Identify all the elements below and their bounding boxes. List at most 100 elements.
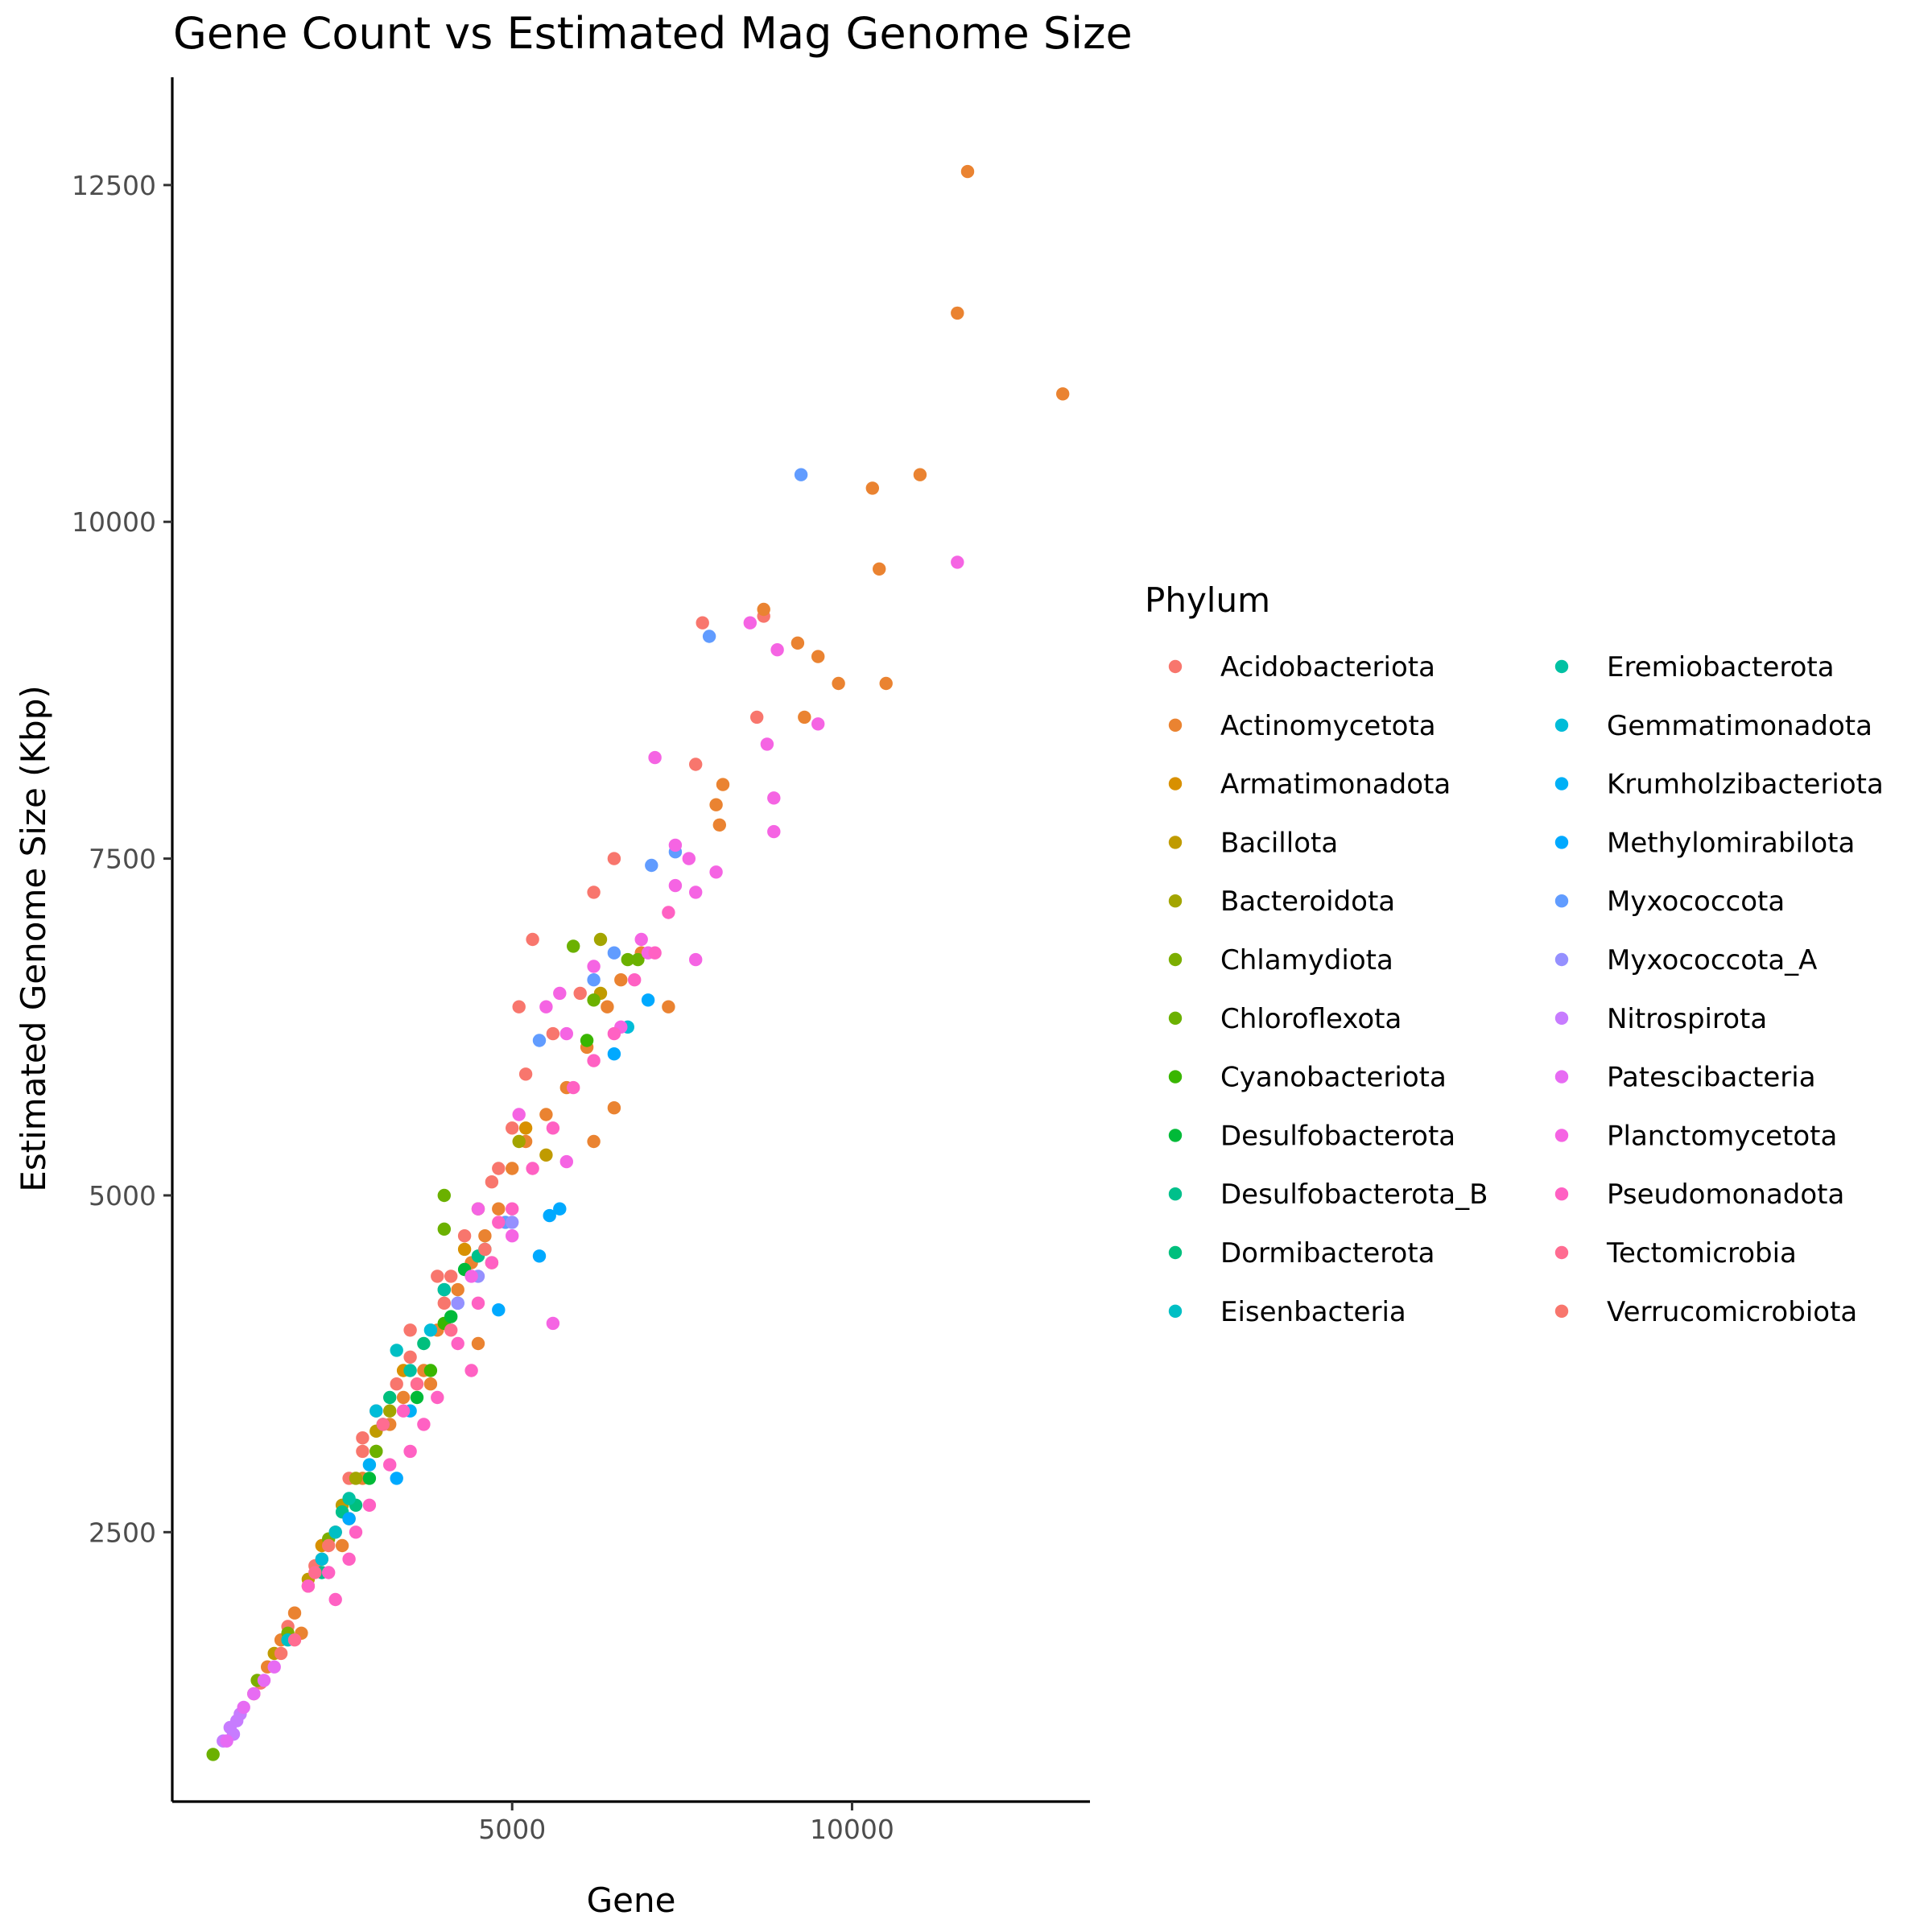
point-chloroflexota-5 [631,952,645,967]
legend-key-chloroflexota [1168,1011,1183,1026]
point-acidobacteriota-14 [607,852,621,865]
point-pseudomonadota-0 [301,1579,316,1593]
legend-label-nitrospirota: Nitrospirota [1607,1003,1767,1035]
point-planctomycetota-19 [546,1316,560,1331]
legend: Phylum Acidobacteriota Actinomycetota Arma… [1145,580,1884,1328]
point-myxococcota-5 [532,1034,547,1047]
legend-label-chlamydiota: Chlamydiota [1220,944,1393,976]
point-cyanobacteriota-2 [580,1034,594,1047]
legend-label-chloroflexota: Chloroflexota [1220,1003,1402,1035]
legend-title: Phylum [1145,580,1270,620]
point-planctomycetota-1 [770,643,784,657]
legend-key-verrucomicrobiota [1554,1304,1569,1319]
legend-key-eremiobacterota [1554,659,1569,674]
point-planctomycetota-25 [506,1229,519,1243]
point-pseudomonadota-6 [403,1444,417,1459]
point-acidobacteriota-13 [526,932,539,947]
point-planctomycetota-4 [760,737,774,751]
chart-title: Gene Count vs Estimated Mag Genome Size [173,8,1133,59]
point-planctomycetota-5 [648,750,662,765]
point-methylomirabilota-5 [607,1047,621,1061]
point-actinomycetota-21 [539,1108,553,1121]
point-pseudomonadota-9 [471,1296,485,1311]
point-planctomycetota-15 [587,960,601,973]
point-chloroflexota-7 [369,1444,383,1459]
point-planctomycetota-2 [743,616,757,630]
point-krumholzibacteriota-1 [362,1458,377,1472]
point-acidobacteriota-24 [437,1296,451,1311]
points-layer [206,164,1070,1761]
point-acidobacteriota-22 [356,1431,369,1445]
point-verrucomicrobiota-0 [403,1323,417,1337]
point-patescibacteria-3 [220,1734,233,1748]
point-planctomycetota-16 [553,986,567,1001]
point-pseudomonadota-3 [328,1592,342,1607]
point-methylomirabilota-1 [543,1208,556,1223]
point-armatimonadota-3 [518,1121,533,1135]
point-chloroflexota-6 [437,1222,451,1236]
point-acidobacteriota-15 [587,886,601,899]
legend-key-gemmatimonadota [1554,718,1569,732]
point-myxococcota-a-1 [451,1296,464,1311]
point-pseudomonadota-20 [464,1364,478,1377]
point-verrucomicrobiota-2 [356,1444,369,1459]
point-methylomirabilota-4 [641,993,655,1007]
legend-key-eisenbacteria [1168,1304,1183,1319]
point-acidobacteriota-5 [403,1350,417,1364]
legend-label-methylomirabilota: Methylomirabilota [1607,827,1855,859]
point-myxococcota-4 [587,973,601,987]
point-pseudomonadota-5 [383,1458,397,1472]
point-planctomycetota-8 [709,865,723,879]
point-verrucomicrobiota-3 [322,1538,336,1553]
point-acidobacteriota-7 [457,1229,472,1243]
point-cyanobacteriota-1 [423,1364,438,1377]
point-actinomycetota-17 [614,973,628,987]
point-bacteroidota-3 [593,932,608,947]
point-myxococcota-a-2 [506,1216,519,1229]
legend-key-planctomycetota [1554,1129,1569,1142]
point-pseudomonadota-1 [322,1566,336,1579]
legend-label-eisenbacteria: Eisenbacteria [1220,1296,1406,1328]
point-actinomycetota-30 [396,1390,411,1405]
legend-key-myxococcota-a [1554,952,1569,967]
point-pseudomonadota-15 [587,1054,601,1067]
legend-label-acidobacteriota: Acidobacteriota [1220,651,1435,683]
point-actinomycetota-6 [879,676,893,691]
point-planctomycetota-6 [767,791,781,805]
point-pseudomonadota-2 [342,1552,356,1567]
point-planctomycetota-0 [951,555,964,569]
point-planctomycetota-24 [559,1154,573,1169]
point-bacteroidota-4 [349,1472,363,1485]
point-methylomirabilota-0 [553,1202,567,1216]
point-gemmatimonadota-1 [369,1404,383,1418]
legend-key-tectomicrobia [1554,1245,1569,1260]
point-acidobacteriota-8 [485,1175,499,1189]
point-dormibacterota-0 [383,1390,397,1405]
point-tectomicrobia-2 [308,1566,322,1579]
legend-label-desulfobacterota: Desulfobacterota [1220,1120,1455,1152]
y-axis-title: Estimated Genome Size (Kbp) [14,685,53,1192]
legend-key-bacillota [1168,836,1183,849]
point-methylomirabilota-6 [390,1472,403,1485]
point-gemmatimonadota-0 [315,1552,328,1567]
point-planctomycetota-9 [668,838,683,852]
point-actinomycetota-27 [451,1282,464,1297]
point-pseudomonadota-18 [648,946,662,960]
legend-label-dormibacterota: Dormibacterota [1220,1237,1435,1269]
point-actinomycetota-25 [478,1229,492,1243]
x-tick-label-0: 5000 [478,1814,546,1845]
legend-label-planctomycetota: Planctomycetota [1607,1120,1837,1152]
point-eisenbacteria-1 [328,1525,342,1539]
point-pseudomonadota-4 [362,1498,377,1513]
point-pseudomonadota-22 [349,1525,363,1539]
point-pseudomonadota-7 [431,1390,444,1405]
point-verrucomicrobiota-5 [478,1242,492,1257]
legend-label-bacillota: Bacillota [1220,827,1338,859]
point-planctomycetota-10 [682,852,696,865]
legend-key-armatimonadota [1168,777,1183,791]
point-actinomycetota-38 [287,1606,302,1620]
point-actinomycetota-18 [601,1000,614,1013]
legend-label-pseudomonadota: Pseudomonadota [1607,1179,1844,1211]
point-actinomycetota-10 [798,710,811,724]
point-pseudomonadota-17 [628,973,642,987]
